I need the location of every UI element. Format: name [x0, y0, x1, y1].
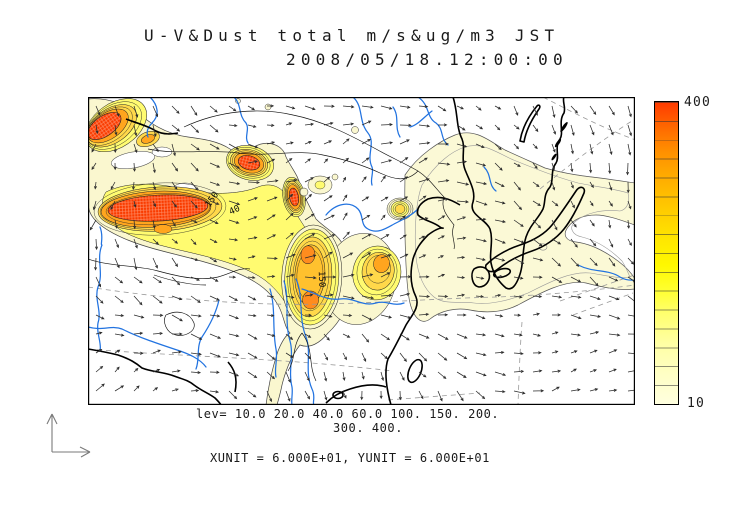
colorbar-ticks [655, 102, 678, 404]
country-borders [88, 110, 455, 382]
rivers [88, 97, 635, 405]
colorbar-min-label: 10 [687, 396, 706, 411]
nw-bold-line [125, 118, 179, 135]
contour-label-40: 40 [228, 204, 242, 218]
x-unit-arrow [52, 446, 91, 458]
dust-shaded-regions [88, 98, 635, 405]
plot-title: U-V&Dust total m/s&ug/m3 JST [144, 26, 560, 45]
contour-levels-line1: lev= 10.0 20.0 40.0 60.0 100. 150. 200. [196, 407, 500, 421]
colorbar-max-label: 400 [684, 95, 712, 110]
unit-vector-arrows [46, 413, 91, 458]
vector-units-label: XUNIT = 6.000E+01, YUNIT = 6.000E+01 [210, 451, 490, 465]
contour-levels-line2: 300. 400. [333, 421, 403, 435]
wind-vectors [89, 104, 635, 403]
map-frame [88, 97, 635, 405]
dust-map: 150 40 150 [88, 97, 635, 405]
plot-timestamp: 2008/05/18.12:00:00 [286, 50, 568, 69]
y-unit-arrow [46, 413, 58, 452]
colorbar [654, 101, 679, 405]
small-islands [551, 122, 568, 161]
contour-label-150-sichuan: 150 [316, 271, 327, 288]
